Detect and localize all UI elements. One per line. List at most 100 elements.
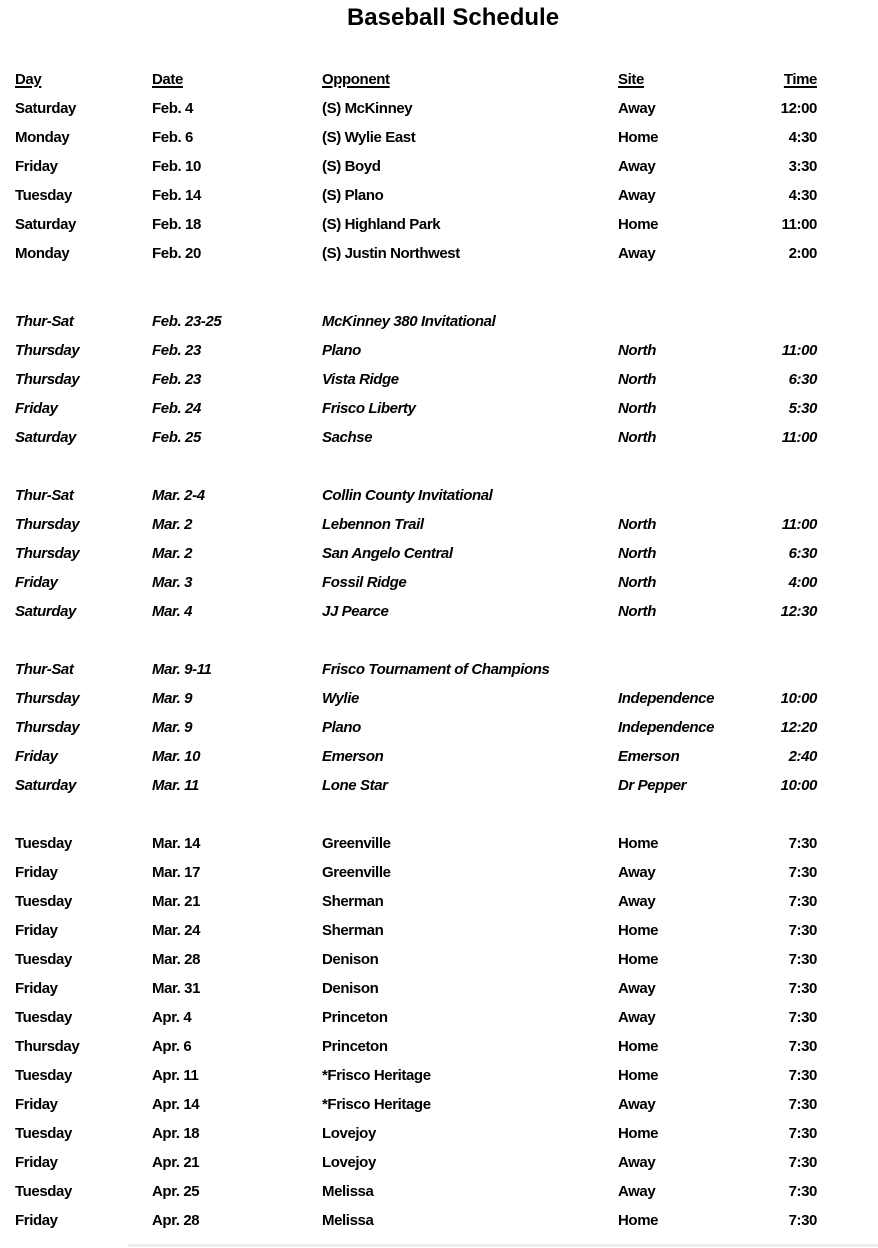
cell-day: Friday	[0, 1154, 152, 1171]
cell-text-opponent: Plano	[322, 342, 361, 359]
cell-date: Mar. 10	[152, 748, 322, 765]
cell-date: Feb. 18	[152, 216, 322, 233]
cell-site: Home	[618, 835, 748, 852]
cell-text-date: Mar. 9	[152, 719, 193, 736]
cell-text-time: 2:00	[788, 245, 818, 262]
cell-text-site: Home	[618, 1212, 659, 1229]
cell-day: Thursday	[0, 545, 152, 562]
cell-text-date: Mar. 2-4	[152, 487, 205, 504]
cell-text-date: Mar. 3	[152, 574, 193, 591]
section-gap	[0, 268, 820, 307]
cell-text-day: Thursday	[15, 516, 80, 533]
cell-text-site: North	[618, 574, 656, 591]
cell-text-date: Feb. 23	[152, 342, 201, 359]
table-row: Tuesday Apr. 4 Princeton Away 7:30	[0, 1003, 820, 1032]
cell-text-time: 5:30	[788, 400, 818, 417]
cell-text-day: Friday	[15, 864, 58, 881]
cell-text-date: Apr. 4	[152, 1009, 192, 1026]
cell-day: Thur-Sat	[0, 661, 152, 678]
cell-text-date: Apr. 25	[152, 1183, 200, 1200]
cell-text-time: 7:30	[788, 835, 818, 852]
cell-text-opponent: Greenville	[322, 864, 391, 881]
cell-text-day: Monday	[15, 129, 70, 146]
cell-text-time: 7:30	[788, 864, 818, 881]
cell-day: Thursday	[0, 371, 152, 388]
cell-opponent: Sherman	[322, 922, 618, 939]
cell-text-time: 7:30	[788, 1096, 818, 1113]
cell-time: 7:30	[748, 1183, 818, 1200]
cell-text-opponent: Lovejoy	[322, 1154, 376, 1171]
cell-text-site: North	[618, 429, 656, 446]
cell-date: Mar. 2	[152, 545, 322, 562]
section-gap	[0, 452, 820, 481]
cell-text-site: Away	[618, 245, 656, 262]
cell-text-date: Feb. 18	[152, 216, 201, 233]
cell-site: Away	[618, 1096, 748, 1113]
cell-text-opponent: Sherman	[322, 922, 384, 939]
cell-text-date: Apr. 11	[152, 1067, 199, 1084]
cell-text-time: 11:00	[781, 516, 818, 533]
cell-text-day: Thursday	[15, 371, 80, 388]
cell-time: 11:00	[748, 216, 817, 233]
cell-day: Thursday	[0, 342, 152, 359]
cell-opponent: Lovejoy	[322, 1154, 618, 1171]
cell-text-time: 2:40	[788, 748, 818, 765]
table-row: Tuesday Apr. 18 Lovejoy Home 7:30	[0, 1119, 820, 1148]
cell-text-site: Away	[618, 1154, 656, 1171]
cell-date: Feb. 4	[152, 100, 322, 117]
cell-site: North	[618, 429, 748, 446]
cell-text-day: Thursday	[15, 719, 80, 736]
cell-opponent: Plano	[322, 342, 618, 359]
table-row: Thursday Mar. 2 San Angelo Central North 6:3…	[0, 539, 820, 568]
cell-day: Tuesday	[0, 835, 152, 852]
table-row: Tuesday Apr. 25 Melissa Away 7:30	[0, 1177, 820, 1206]
cell-opponent: Emerson	[322, 748, 618, 765]
column-header-day: Day	[0, 71, 152, 88]
cell-text-site: Home	[618, 1067, 659, 1084]
cell-day: Tuesday	[0, 1009, 152, 1026]
cell-date: Feb. 6	[152, 129, 322, 146]
cell-text-day: Friday	[15, 574, 58, 591]
section-district-games: Tuesday Mar. 14 Greenville Home 7:30 Friday Ma…	[0, 829, 820, 1235]
cell-text-time: 10:00	[780, 690, 818, 707]
cell-text-time: 11:00	[781, 216, 817, 233]
cell-time: 11:00	[748, 342, 818, 359]
cell-text-day: Tuesday	[15, 1009, 72, 1026]
cell-text-date: Feb. 20	[152, 245, 201, 262]
cell-opponent: Princeton	[322, 1009, 618, 1026]
cell-text-site: Away	[618, 893, 656, 910]
cell-day: Thursday	[0, 1038, 152, 1055]
cell-text-time: 4:30	[788, 187, 818, 204]
cell-text-date: Mar. 14	[152, 835, 201, 852]
cell-text-opponent: Greenville	[322, 835, 391, 852]
cell-date: Apr. 4	[152, 1009, 322, 1026]
cell-text-opponent: Emerson	[322, 748, 384, 765]
column-header-label-day: Day	[15, 71, 42, 88]
cell-date: Feb. 10	[152, 158, 322, 175]
cell-text-date: Feb. 24	[152, 400, 201, 417]
table-row: Friday Mar. 3 Fossil Ridge North 4:00	[0, 568, 820, 597]
cell-site: Independence	[618, 690, 748, 707]
cell-day: Tuesday	[0, 1125, 152, 1142]
table-row: Thur-Sat Feb. 23-25 McKinney 380 Invitatio…	[0, 307, 820, 336]
cell-day: Tuesday	[0, 187, 152, 204]
cell-text-site: Home	[618, 1125, 659, 1142]
table-row: Friday Feb. 10 (S) Boyd Away 3:30	[0, 152, 820, 181]
cell-opponent: (S) Boyd	[322, 158, 618, 175]
cell-text-site: Away	[618, 187, 656, 204]
cell-text-site: Away	[618, 1183, 656, 1200]
cell-date: Mar. 28	[152, 951, 322, 968]
cell-text-opponent: Melissa	[322, 1183, 374, 1200]
cell-day: Monday	[0, 245, 152, 262]
cell-time: 11:00	[748, 516, 818, 533]
table-row: Saturday Feb. 4 (S) McKinney Away 12:00	[0, 94, 820, 123]
cell-text-day: Friday	[15, 980, 58, 997]
cell-text-opponent: Vista Ridge	[322, 371, 399, 388]
cell-date: Apr. 14	[152, 1096, 322, 1113]
cell-site: Home	[618, 922, 748, 939]
cell-text-day: Saturday	[15, 100, 76, 117]
cell-text-opponent: (S) McKinney	[322, 100, 413, 117]
cell-text-date: Feb. 4	[152, 100, 193, 117]
section-scrimmages: Saturday Feb. 4 (S) McKinney Away 12:00 Monda…	[0, 94, 820, 268]
cell-day: Friday	[0, 158, 152, 175]
